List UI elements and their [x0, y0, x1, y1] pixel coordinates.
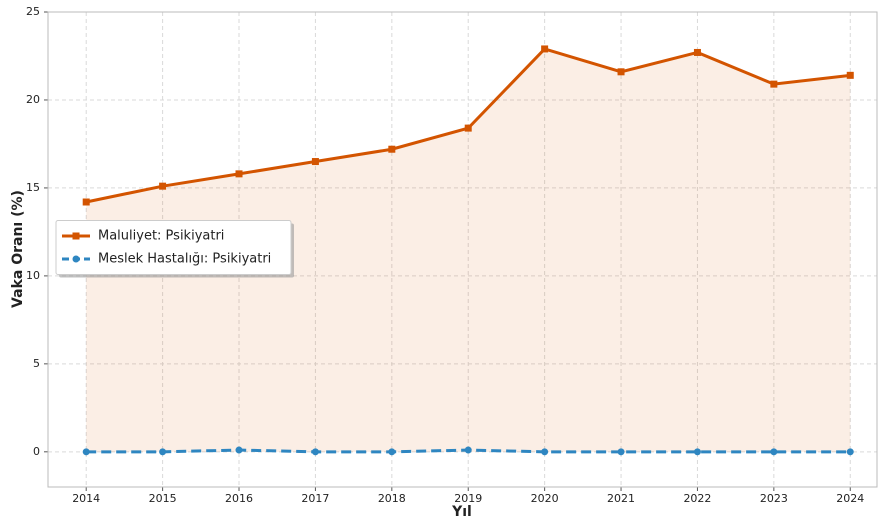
marker: [235, 446, 243, 454]
x-tick-label: 2021: [607, 492, 635, 505]
x-tick-label: 2016: [225, 492, 253, 505]
marker: [617, 68, 625, 76]
marker: [770, 80, 778, 88]
y-tick-label: 0: [33, 445, 40, 458]
y-tick-label: 25: [26, 5, 40, 18]
marker: [82, 448, 90, 456]
legend-box: [55, 220, 292, 275]
marker: [541, 45, 549, 53]
legend-marker: [72, 232, 80, 240]
marker: [159, 448, 167, 456]
marker: [388, 448, 396, 456]
marker: [159, 182, 167, 190]
legend: Maluliyet: Psikiyatri Meslek Hastalığı: P…: [55, 220, 294, 278]
marker: [541, 448, 549, 456]
x-tick-label: 2019: [454, 492, 482, 505]
x-tick-label: 2024: [836, 492, 864, 505]
x-tick-label: 2022: [683, 492, 711, 505]
x-axis-label: Yıl: [451, 504, 472, 520]
marker: [770, 448, 778, 456]
marker: [311, 448, 319, 456]
legend-label: Maluliyet: Psikiyatri: [98, 229, 224, 244]
marker: [693, 48, 701, 56]
y-tick-label: 15: [26, 181, 40, 194]
marker: [235, 170, 243, 178]
x-tick-label: 2020: [531, 492, 559, 505]
marker: [311, 158, 319, 166]
area: [86, 48, 851, 452]
x-tick-label: 2023: [760, 492, 788, 505]
marker: [693, 448, 701, 456]
x-tick-label: 2018: [378, 492, 406, 505]
plot-frame: [47, 11, 878, 488]
x-tick-label: 2015: [149, 492, 177, 505]
marker: [464, 124, 472, 132]
marker: [464, 446, 472, 454]
marker: [388, 145, 396, 153]
marker: [846, 71, 854, 79]
y-axis-label: Vaka Oranı (%): [10, 190, 26, 308]
legend-label: Meslek Hastalığı: Psikiyatri: [98, 252, 271, 267]
marker: [82, 198, 90, 206]
x-tick-label: 2017: [301, 492, 329, 505]
marker: [846, 448, 854, 456]
y-tick-label: 5: [33, 357, 40, 370]
marker: [617, 448, 625, 456]
y-tick-label: 20: [26, 93, 40, 106]
legend-marker: [72, 255, 80, 263]
x-tick-label: 2014: [72, 492, 100, 505]
y-tick-label: 10: [26, 269, 40, 282]
